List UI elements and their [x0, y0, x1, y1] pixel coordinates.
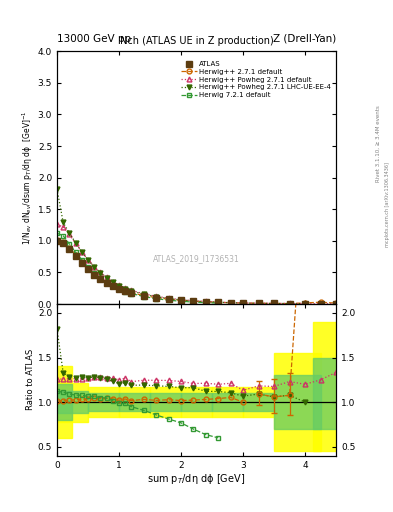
- Bar: [119, 387, 150, 417]
- Bar: [181, 393, 212, 411]
- Text: Rivet 3.1.10, ≥ 3.4M events: Rivet 3.1.10, ≥ 3.4M events: [376, 105, 380, 182]
- Bar: [181, 387, 212, 417]
- Bar: [150, 393, 181, 411]
- Y-axis label: Ratio to ATLAS: Ratio to ATLAS: [26, 349, 35, 411]
- Bar: [119, 393, 150, 411]
- Bar: [42, 385, 72, 420]
- Bar: [274, 375, 321, 429]
- Bar: [313, 357, 344, 429]
- Bar: [212, 387, 243, 417]
- Text: Nch (ATLAS UE in Z production): Nch (ATLAS UE in Z production): [119, 36, 274, 46]
- Legend: ATLAS, Herwig++ 2.7.1 default, Herwig++ Powheg 2.7.1 default, Herwig++ Powheg 2.: ATLAS, Herwig++ 2.7.1 default, Herwig++ …: [180, 60, 332, 99]
- Bar: [57, 382, 88, 422]
- Bar: [274, 353, 321, 451]
- Bar: [57, 392, 88, 413]
- Bar: [313, 322, 344, 451]
- Bar: [150, 387, 181, 417]
- Bar: [88, 393, 119, 411]
- Text: ATLAS_2019_I1736531: ATLAS_2019_I1736531: [153, 254, 240, 263]
- Bar: [42, 367, 72, 438]
- Text: 13000 GeV pp: 13000 GeV pp: [57, 33, 131, 44]
- Y-axis label: 1/N$_{ev}$ dN$_{ev}$/dsum p$_T$/dη dϕ  [GeV]$^{-1}$: 1/N$_{ev}$ dN$_{ev}$/dsum p$_T$/dη dϕ [G…: [20, 110, 35, 245]
- Text: mcplots.cern.ch [arXiv:1306.3436]: mcplots.cern.ch [arXiv:1306.3436]: [385, 162, 389, 247]
- Bar: [212, 393, 243, 411]
- Bar: [243, 393, 274, 411]
- Bar: [243, 387, 274, 417]
- X-axis label: sum p$_T$/dη dϕ [GeV]: sum p$_T$/dη dϕ [GeV]: [147, 472, 246, 486]
- Text: Z (Drell-Yan): Z (Drell-Yan): [273, 33, 336, 44]
- Bar: [88, 387, 119, 417]
